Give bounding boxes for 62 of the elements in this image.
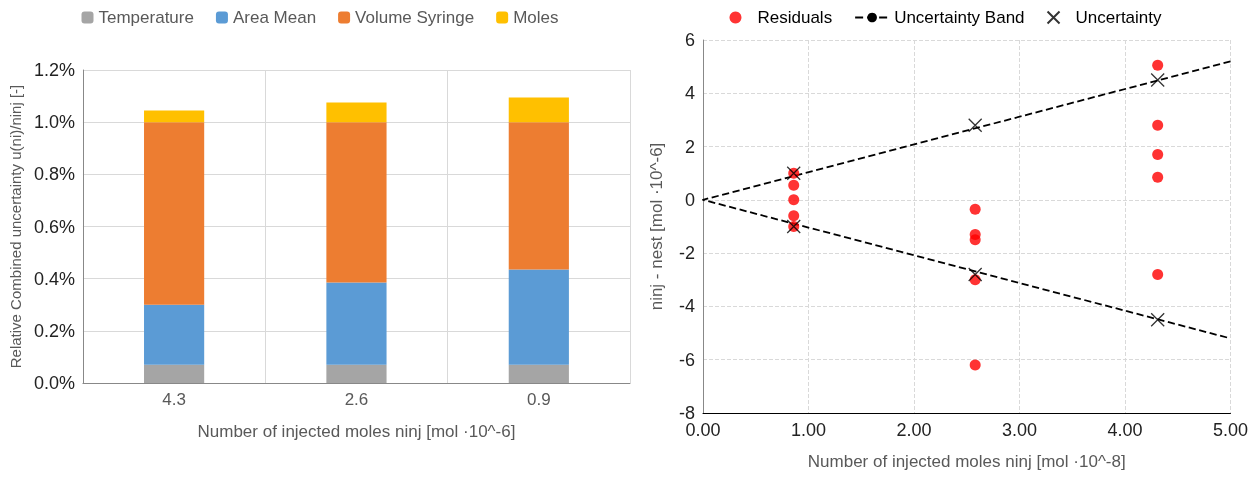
bar	[144, 364, 205, 383]
y-tick-label: 6	[684, 30, 695, 50]
legend-label: Residuals	[757, 8, 833, 27]
legend-label: Volume Syringe	[355, 8, 475, 27]
y-tick-label: 0	[684, 189, 695, 210]
point	[1152, 119, 1164, 131]
x-tick-label: 3.00	[1001, 420, 1038, 440]
x-tick-label: 2.00	[896, 420, 932, 440]
x-tick-label: 4.00	[1107, 420, 1143, 440]
point	[1150, 312, 1165, 327]
bar	[508, 364, 569, 383]
y-tick-label: 0.8%	[33, 164, 75, 185]
y-tick-label: 1.0%	[33, 112, 75, 133]
x-tick-label: 1.00	[790, 420, 827, 440]
point	[969, 234, 981, 246]
point	[1152, 59, 1164, 71]
y-tick-label: -4	[678, 296, 695, 317]
point	[968, 118, 983, 133]
bar	[508, 97, 569, 123]
bar	[326, 102, 387, 123]
point	[788, 210, 800, 222]
x-tick-label: 2.6	[344, 390, 369, 409]
y-tick-label: 0.4%	[33, 268, 75, 289]
x-tick-label: 0.9	[527, 390, 551, 409]
x-axis-title: Number of injected moles ninj [mol ·10^-8]	[807, 452, 1126, 471]
bar	[508, 122, 569, 270]
x-axis-title: Number of injected moles ninj [mol ·10^-6]	[197, 422, 516, 441]
point	[1152, 149, 1164, 161]
legend-label: Moles	[513, 8, 559, 27]
legend-label: Uncertainty	[1075, 8, 1163, 27]
bar	[144, 110, 205, 123]
legend-label: Uncertainty Band	[894, 8, 1025, 27]
bar	[326, 282, 387, 365]
point	[788, 194, 800, 206]
y-tick-label: -8	[678, 403, 695, 423]
point	[969, 359, 981, 371]
y-tick-label: 0.2%	[33, 320, 75, 341]
y-axis-title: Relative Combined uncertainty u(ni)/ninj [-]	[7, 84, 24, 369]
y-tick-label: 1.2%	[33, 60, 75, 80]
x-tick-label: 0.00	[685, 420, 721, 440]
bar	[326, 122, 387, 283]
legend-label: Area Mean	[232, 8, 317, 27]
x-tick-label: 4.3	[162, 390, 186, 409]
point	[968, 267, 983, 282]
bar	[326, 364, 387, 383]
bar	[508, 269, 569, 365]
y-tick-label: -6	[678, 349, 695, 370]
y-tick-label: 4	[684, 83, 695, 104]
point	[969, 203, 981, 215]
bar	[144, 122, 205, 305]
point	[1152, 268, 1164, 280]
bar	[144, 304, 205, 365]
y-tick-label: 0.6%	[33, 216, 75, 237]
legend-label: Temperature	[98, 8, 194, 27]
y-tick-label: -2	[678, 243, 695, 264]
point	[1150, 72, 1165, 88]
point	[1152, 171, 1164, 183]
y-axis-title: ninj - nest [mol ·10^-6]	[647, 142, 666, 311]
point	[788, 179, 800, 191]
x-tick-label: 5.00	[1212, 420, 1249, 440]
y-tick-label: 2	[684, 136, 695, 157]
y-tick-label: 0.0%	[33, 373, 75, 393]
